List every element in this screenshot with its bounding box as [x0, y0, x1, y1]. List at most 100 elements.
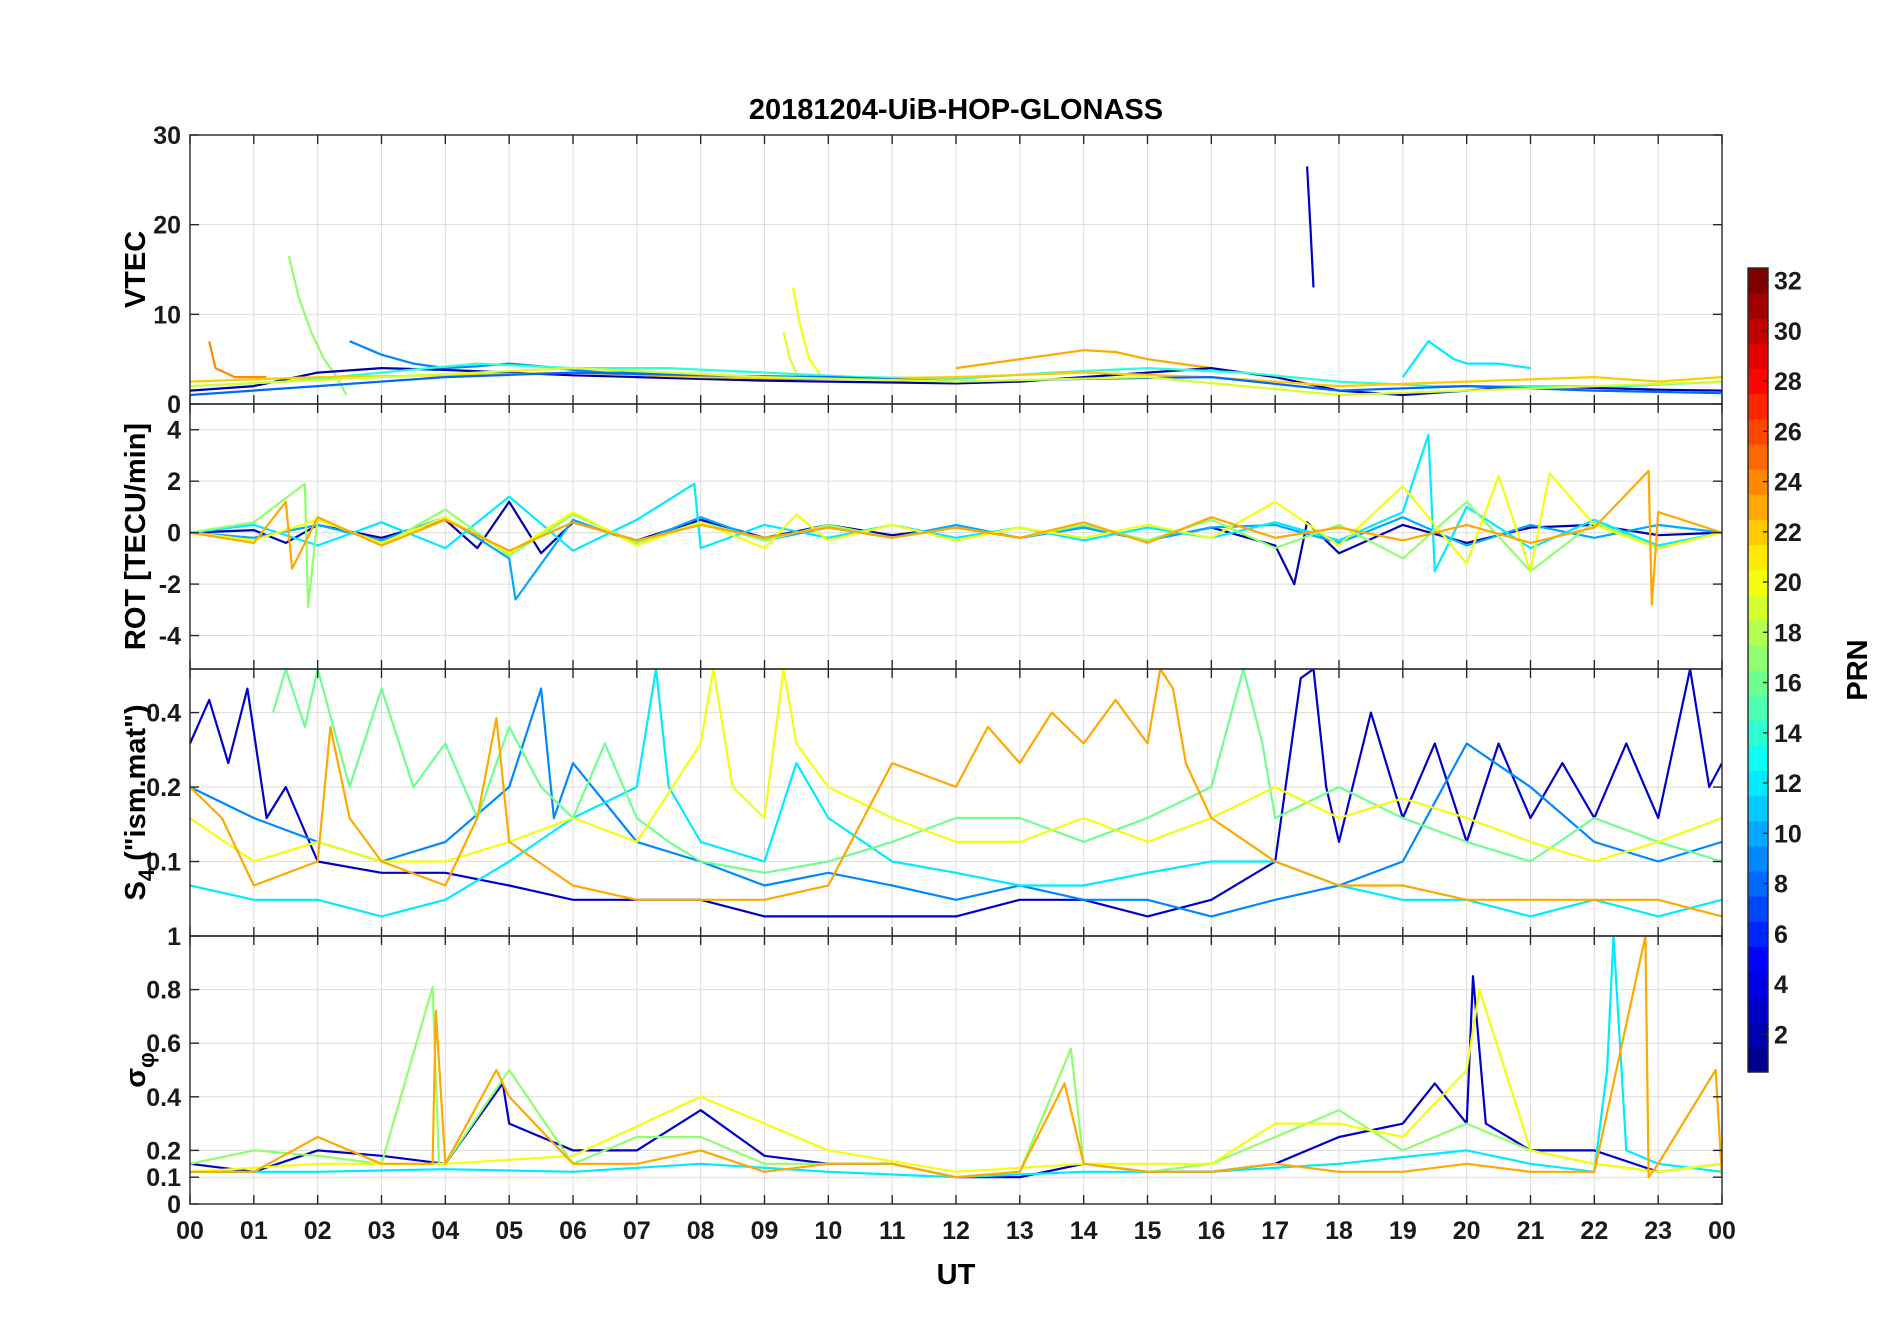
y-tick-label: 4 — [167, 417, 181, 445]
colorbar-label: PRN — [1842, 639, 1874, 700]
x-tick-label: 02 — [304, 1217, 332, 1245]
colorbar-swatch — [1748, 644, 1768, 671]
y-tick-label: 30 — [153, 122, 181, 150]
x-tick-label: 22 — [1580, 1217, 1608, 1245]
colorbar-tick-label: 18 — [1774, 619, 1802, 647]
prn-23-trace — [190, 936, 1722, 1179]
colorbar-tick-label: 26 — [1774, 418, 1802, 446]
prn-12-trace — [190, 669, 1722, 918]
colorbar-swatch — [1748, 343, 1768, 370]
colorbar-swatch — [1748, 393, 1768, 420]
colorbar-swatch — [1748, 569, 1768, 596]
colorbar-tick-label: 20 — [1774, 569, 1802, 597]
y-tick-label: -2 — [159, 571, 181, 599]
x-tick-label: 09 — [751, 1217, 779, 1245]
colorbar-tick-label: 16 — [1774, 670, 1802, 698]
y-tick-label: 20 — [153, 212, 181, 240]
panel-s4-ylabel: S4 ("ism.mat") — [120, 704, 159, 900]
x-tick-label: 14 — [1070, 1217, 1098, 1245]
colorbar-swatch — [1748, 996, 1768, 1023]
colorbar-swatch — [1748, 494, 1768, 520]
x-tick-label: 16 — [1197, 1217, 1225, 1245]
y-tick-label: 0.1 — [146, 849, 181, 877]
prn-23-trace — [190, 469, 1722, 606]
x-tick-label: 01 — [240, 1217, 268, 1245]
colorbar-frame — [1747, 267, 1769, 1073]
colorbar-swatch — [1748, 594, 1768, 621]
x-tick-label: 03 — [368, 1217, 396, 1245]
prn-3-trace — [1306, 166, 1315, 288]
x-tick-label: 06 — [559, 1217, 587, 1245]
y-tick-label: 0 — [167, 391, 181, 419]
x-tick-label: 08 — [687, 1217, 715, 1245]
x-tick-label: 21 — [1517, 1217, 1545, 1245]
prn-24-trace — [208, 340, 267, 379]
colorbar-tick-label: 2 — [1774, 1021, 1788, 1049]
y-tick-label: 2 — [167, 468, 181, 496]
colorbar-swatch — [1748, 619, 1768, 646]
colorbar-swatch — [1748, 921, 1768, 947]
panel-sigphi-ylabel: σφ — [120, 1052, 159, 1088]
colorbar-tick-label: 4 — [1774, 971, 1788, 999]
colorbar-swatch — [1748, 318, 1768, 344]
colorbar-swatch — [1748, 820, 1768, 847]
colorbar-tick-label: 10 — [1774, 820, 1802, 848]
colorbar-swatch — [1748, 946, 1768, 973]
x-tick-label: 05 — [495, 1217, 523, 1245]
colorbar-swatch — [1748, 443, 1768, 470]
panel-vtec-traces — [190, 166, 1722, 397]
x-tick-label: 23 — [1644, 1217, 1672, 1245]
colorbar-tick-label: 30 — [1774, 318, 1802, 346]
colorbar-swatch — [1748, 1046, 1768, 1073]
x-tick-label: 20 — [1453, 1217, 1481, 1245]
y-tick-label: 0 — [167, 1191, 181, 1219]
colorbar-swatch — [1748, 971, 1768, 998]
x-tick-label: 18 — [1325, 1217, 1353, 1245]
prn-20-trace — [190, 669, 1722, 863]
panel-rot-traces — [190, 433, 1722, 609]
x-tick-label: 12 — [942, 1217, 970, 1245]
colorbar-swatch — [1748, 770, 1768, 797]
colorbar-swatch — [1748, 544, 1768, 571]
prn-12-trace — [1401, 340, 1531, 378]
y-tick-label: 1 — [167, 923, 181, 951]
prn-12-trace — [190, 936, 1722, 1179]
panel-s4-traces — [190, 669, 1722, 918]
colorbar-tick-label: 32 — [1774, 268, 1802, 296]
traces-layer — [190, 166, 1722, 1179]
y-tick-label: 0.1 — [146, 1164, 181, 1192]
colorbar-tick-label: 6 — [1774, 921, 1788, 949]
colorbar-swatch — [1748, 745, 1768, 772]
x-tick-label: 11 — [879, 1217, 906, 1245]
prn-3-trace — [190, 975, 1722, 1179]
frames-layer — [189, 134, 1723, 1205]
panel-sigphi-traces — [190, 936, 1722, 1179]
y-tick-label: -4 — [159, 623, 181, 651]
x-tick-label: 00 — [176, 1217, 204, 1245]
x-tick-label: 13 — [1006, 1217, 1034, 1245]
prn-23-trace — [190, 669, 1722, 918]
y-tick-label: 10 — [153, 301, 181, 329]
x-tick-label: 19 — [1389, 1217, 1417, 1245]
y-tick-label: 0.6 — [146, 1030, 181, 1058]
colorbar-swatch — [1748, 519, 1768, 545]
chart-title: 20181204-UiB-HOP-GLONASS — [749, 94, 1163, 126]
x-tick-label: 00 — [1708, 1217, 1736, 1245]
prn-20-trace — [792, 287, 823, 378]
colorbar-swatch — [1748, 871, 1768, 897]
prn-3-trace — [190, 669, 1722, 918]
colorbar-tick-label: 22 — [1774, 519, 1802, 547]
x-tick-label: 17 — [1261, 1217, 1289, 1245]
colorbar-tick-label: 28 — [1774, 368, 1802, 396]
colorbar-tick-label: 14 — [1774, 720, 1802, 748]
y-tick-label: 0.4 — [146, 700, 181, 728]
prn-22-trace — [190, 371, 1722, 388]
prn-16-trace — [271, 669, 1722, 874]
y-tick-label: 0 — [167, 520, 181, 548]
prn-9-trace — [190, 687, 1722, 918]
prn-20-trace — [190, 988, 1722, 1173]
panel-vtec-ylabel: VTEC — [120, 231, 152, 308]
prn-19-trace — [190, 367, 1722, 397]
